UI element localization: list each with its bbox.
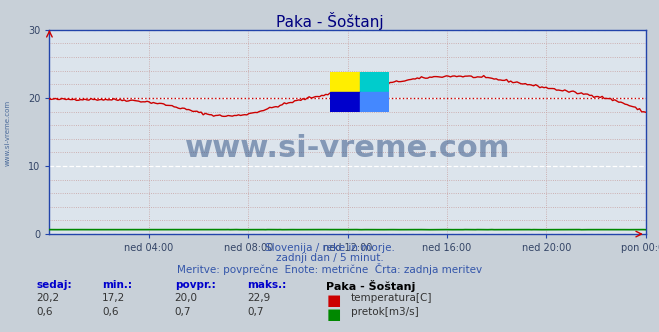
Text: maks.:: maks.: xyxy=(247,280,287,290)
Text: ■: ■ xyxy=(326,307,341,322)
Bar xyxy=(360,92,389,112)
Text: Paka - Šoštanj: Paka - Šoštanj xyxy=(326,280,416,291)
Text: www.si-vreme.com: www.si-vreme.com xyxy=(185,134,510,163)
Bar xyxy=(360,72,389,92)
Text: 17,2: 17,2 xyxy=(102,293,125,303)
Text: ■: ■ xyxy=(326,293,341,308)
Text: pretok[m3/s]: pretok[m3/s] xyxy=(351,307,418,317)
Bar xyxy=(330,72,360,92)
Text: Slovenija / reke in morje.: Slovenija / reke in morje. xyxy=(264,243,395,253)
Text: povpr.:: povpr.: xyxy=(175,280,215,290)
Text: 0,6: 0,6 xyxy=(36,307,53,317)
Bar xyxy=(330,92,360,112)
Text: Meritve: povprečne  Enote: metrične  Črta: zadnja meritev: Meritve: povprečne Enote: metrične Črta:… xyxy=(177,263,482,275)
Text: Paka - Šoštanj: Paka - Šoštanj xyxy=(275,12,384,30)
Text: 22,9: 22,9 xyxy=(247,293,270,303)
Text: 20,2: 20,2 xyxy=(36,293,59,303)
Text: 20,0: 20,0 xyxy=(175,293,198,303)
Text: 0,7: 0,7 xyxy=(247,307,264,317)
Text: 0,6: 0,6 xyxy=(102,307,119,317)
Text: temperatura[C]: temperatura[C] xyxy=(351,293,432,303)
Text: min.:: min.: xyxy=(102,280,132,290)
Text: zadnji dan / 5 minut.: zadnji dan / 5 minut. xyxy=(275,253,384,263)
Text: 0,7: 0,7 xyxy=(175,307,191,317)
Text: sedaj:: sedaj: xyxy=(36,280,72,290)
Text: www.si-vreme.com: www.si-vreme.com xyxy=(5,100,11,166)
